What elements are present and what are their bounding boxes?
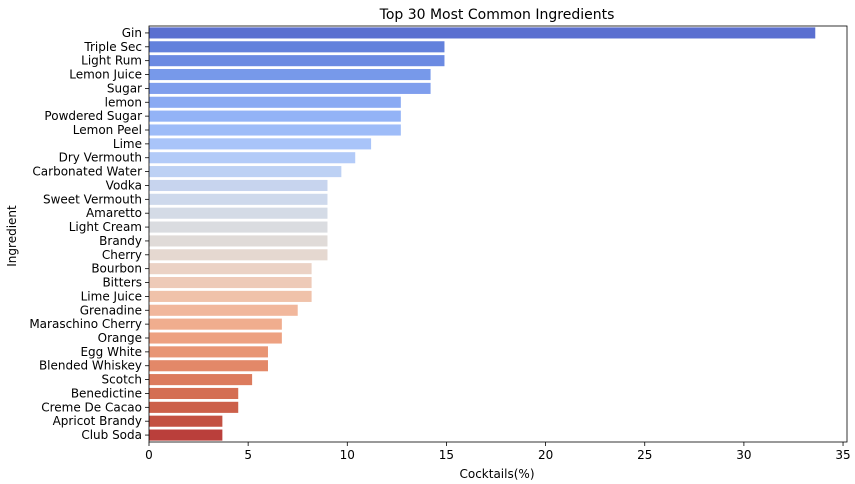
bar-powdered-sugar [149,110,401,122]
bar-bitters [149,276,312,289]
bar-triple-sec [149,41,445,53]
y-tick-label: Dry Vermouth [59,151,142,165]
x-tick-label: 35 [835,448,850,462]
y-tick-label: Vodka [106,178,142,192]
y-tick-label: Club Soda [81,428,142,442]
y-tick-label: Bitters [102,276,142,290]
y-tick-label: Scotch [102,373,142,387]
y-tick-label: Lemon Juice [69,68,142,82]
y-axis-title: Ingredient [5,205,19,267]
x-tick-label: 10 [340,448,355,462]
x-tick-label: 20 [538,448,553,462]
bar-bourbon [149,263,312,275]
x-axis-title: Cocktails(%) [459,467,534,481]
y-tick-label: Bourbon [91,262,142,276]
bars-group [149,27,816,441]
bar-apricot-brandy [149,415,223,427]
bar-club-soda [149,429,223,441]
bar-lemon-juice [149,68,431,81]
bar-grenadine [149,304,298,316]
x-tick-label: 0 [145,448,153,462]
bar-light-rum [149,55,445,67]
bar-creme-de-cacao [149,401,239,413]
y-tick-label: Lemon Peel [73,123,142,137]
y-tick-label: Lime Juice [81,289,142,303]
bar-sweet-vermouth [149,193,328,205]
y-tick-label: Grenadine [80,303,142,317]
y-tick-label: Carbonated Water [32,165,142,179]
bar-brandy [149,235,328,247]
y-tick-label: Gin [122,26,142,40]
bar-scotch [149,374,253,386]
bar-blended-whiskey [149,360,268,372]
x-tick-labels: 0 5 10 15 20 25 30 35 [145,442,851,462]
bar-dry-vermouth [149,152,356,164]
bar-gin [149,27,816,39]
y-tick-label: Apricot Brandy [53,414,142,428]
y-tick-label: Cherry [102,248,142,262]
y-tick-label: Brandy [99,234,142,248]
y-tick-label: Sweet Vermouth [43,192,142,206]
bar-sugar [149,82,431,94]
bar-egg-white [149,346,268,358]
y-tick-label: Sugar [107,81,142,95]
x-tick-label: 30 [736,448,751,462]
bar-light-cream [149,221,328,233]
bar-vodka [149,179,328,192]
y-tick-label: Triple Sec [83,40,142,54]
plot-frame [148,25,848,443]
y-tick-label: Amaretto [86,206,142,220]
y-tick-label: Egg White [80,345,142,359]
bar-orange [149,332,282,344]
bar-lemon [149,96,401,108]
x-tick-label: 5 [244,448,252,462]
bar-maraschino-cherry [149,318,282,330]
y-tick-label: Orange [98,331,142,345]
y-tick-label: Lime [113,137,142,151]
y-tick-label: Blended Whiskey [39,359,142,373]
bar-benedictine [149,387,239,400]
x-tick-label: 25 [637,448,652,462]
bar-carbonated-water [149,166,342,178]
y-tick-label: Powdered Sugar [44,109,142,123]
axes-frame [148,25,848,443]
bar-lemon-peel [149,124,401,136]
bar-cherry [149,249,328,261]
y-tick-label: lemon [105,95,142,109]
bar-amaretto [149,207,328,219]
x-tick-label: 15 [439,448,454,462]
y-tick-label: Benedictine [71,386,142,400]
y-tick-label: Maraschino Cherry [29,317,142,331]
y-tick-label: Light Cream [69,220,142,234]
y-tick-label: Creme De Cacao [41,400,142,414]
y-tick-label: Light Rum [81,54,142,68]
bar-lime-juice [149,290,312,302]
chart-title: Top 30 Most Common Ingredients [379,7,615,23]
bar-lime [149,138,372,150]
